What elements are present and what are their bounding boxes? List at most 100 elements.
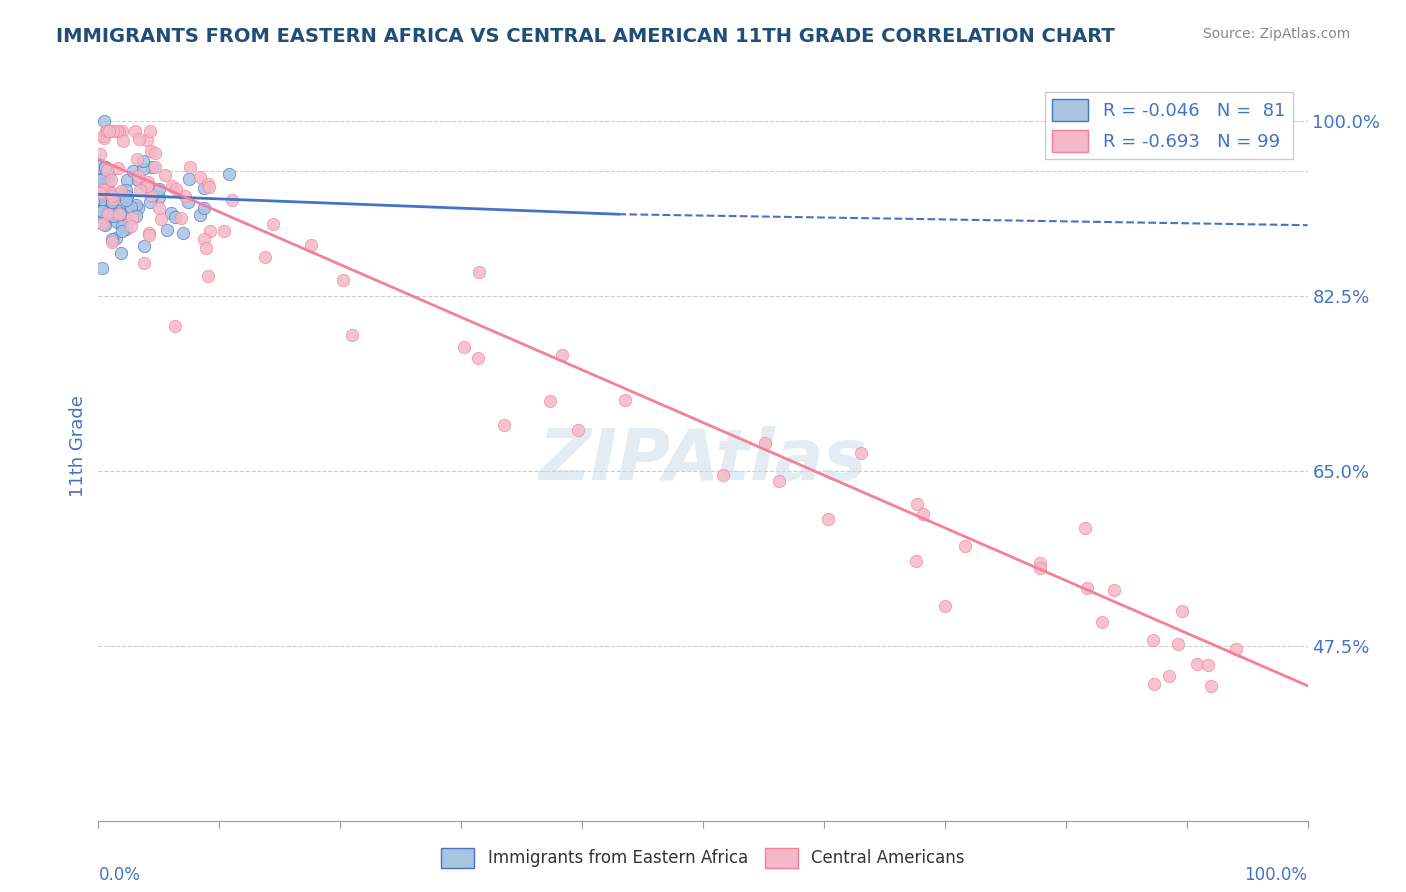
Point [135, 133, 157, 147]
Point [1142, 632, 1164, 647]
Point [97, 208, 120, 222]
Point [101, 235, 124, 249]
Point [188, 208, 211, 222]
Point [98, 202, 121, 216]
Point [90, 172, 112, 186]
Point [115, 194, 138, 208]
Point [91, 182, 114, 196]
Point [139, 187, 162, 202]
Point [538, 394, 561, 409]
Point [89, 160, 111, 174]
Point [115, 173, 138, 187]
Point [120, 200, 142, 214]
Point [253, 250, 276, 264]
Point [98, 204, 121, 219]
Point [934, 599, 956, 614]
Point [114, 183, 136, 197]
Point [91, 260, 114, 275]
Point [89, 186, 111, 201]
Point [100, 173, 122, 187]
Point [111, 124, 134, 138]
Point [1199, 679, 1222, 693]
Point [94, 186, 117, 201]
Point [132, 238, 155, 252]
Point [90, 214, 112, 228]
Point [193, 232, 215, 246]
Point [467, 351, 489, 365]
Point [110, 197, 132, 211]
Point [188, 170, 211, 185]
Point [172, 226, 194, 240]
Point [135, 178, 157, 193]
Text: 0.0%: 0.0% [98, 865, 141, 884]
Point [148, 201, 170, 215]
Point [91, 128, 114, 143]
Point [198, 179, 221, 194]
Point [97, 207, 120, 221]
Point [143, 160, 166, 174]
Point [111, 219, 134, 234]
Point [468, 265, 491, 279]
Point [128, 131, 150, 145]
Point [153, 169, 176, 183]
Point [1029, 561, 1052, 575]
Point [138, 226, 160, 240]
Legend: R = -0.046   N =  81, R = -0.693   N = 99: R = -0.046 N = 81, R = -0.693 N = 99 [1045, 92, 1292, 159]
Point [101, 232, 124, 246]
Point [148, 190, 170, 204]
Point [332, 272, 354, 286]
Point [89, 173, 111, 187]
Point [141, 189, 163, 203]
Point [96, 124, 118, 138]
Point [754, 436, 776, 450]
Point [110, 184, 132, 198]
Point [212, 224, 235, 238]
Point [197, 178, 219, 192]
Text: 100.0%: 100.0% [1244, 865, 1308, 884]
Point [97, 169, 120, 183]
Point [98, 202, 121, 216]
Point [136, 175, 159, 189]
Point [103, 124, 125, 138]
Point [125, 152, 148, 166]
Point [111, 224, 134, 238]
Point [107, 161, 129, 175]
Point [138, 180, 160, 194]
Point [163, 318, 186, 333]
Point [768, 475, 790, 489]
Point [218, 167, 240, 181]
Point [179, 160, 201, 174]
Point [912, 507, 935, 521]
Point [139, 145, 162, 159]
Point [91, 214, 114, 228]
Point [103, 210, 125, 224]
Point [110, 246, 132, 260]
Point [851, 446, 873, 460]
Point [115, 206, 138, 220]
Point [129, 183, 152, 197]
Point [1091, 615, 1114, 629]
Point [1028, 556, 1050, 570]
Point [93, 186, 115, 201]
Point [93, 165, 115, 179]
Point [93, 217, 115, 231]
Point [94, 160, 117, 174]
Point [94, 194, 117, 209]
Point [613, 392, 636, 407]
Point [115, 189, 138, 203]
Point [91, 194, 114, 208]
Point [1159, 669, 1181, 683]
Point [492, 417, 515, 432]
Point [89, 182, 111, 196]
Point [104, 230, 127, 244]
Point [817, 512, 839, 526]
Point [155, 223, 177, 237]
Point [262, 217, 284, 231]
Legend: Immigrants from Eastern Africa, Central Americans: Immigrants from Eastern Africa, Central … [434, 841, 972, 875]
Point [89, 165, 111, 179]
Point [94, 200, 117, 214]
Point [101, 233, 124, 247]
Point [89, 147, 111, 161]
Point [93, 131, 115, 145]
Point [132, 154, 155, 169]
